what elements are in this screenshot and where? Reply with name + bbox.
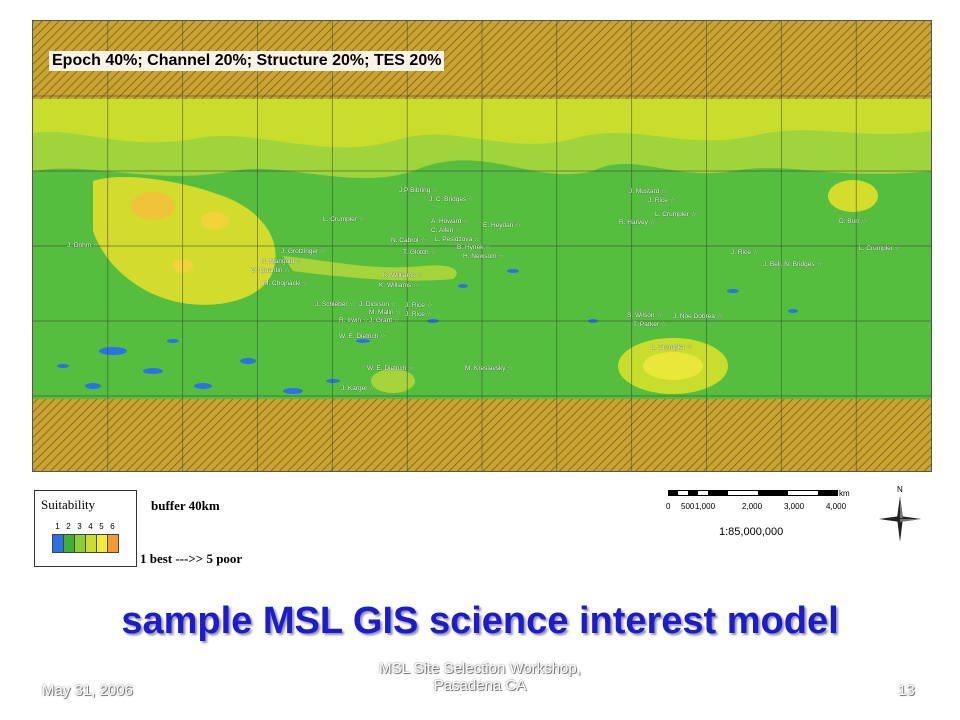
north-arrow-icon: N [879, 485, 921, 542]
site-label: S. Wilson ☆ [627, 312, 663, 319]
site-label: J. Mustard ☆ [629, 188, 667, 195]
site-label: L. Crumpler ☆ [859, 245, 901, 252]
legend-swatch-6 [107, 534, 119, 553]
site-label: T. Parker ☆ [633, 321, 667, 328]
site-label: N. Mangold ☆ [261, 258, 302, 265]
site-label: J. Dohm ☆ [67, 242, 99, 249]
legend-number: 2 [66, 522, 71, 531]
suitability-range-label: 1 best --->> 5 poor [140, 551, 243, 566]
mars-suitability-map: Epoch 40%; Channel 20%; Structure 20%; T… [32, 20, 932, 472]
legend-number: 1 [55, 522, 60, 531]
site-label: M. Malin ☆ [369, 309, 402, 316]
site-label: J.P Bibring ☆ [399, 187, 438, 194]
scale-tick: 500 [681, 502, 695, 511]
footer-page-number: 13 [898, 682, 915, 699]
scale-bar [668, 490, 838, 496]
site-label: N. Cabrol ☆ [391, 237, 427, 244]
footer-event-line-2: Pasadena CA [433, 677, 527, 694]
scale-tick: 3,000 [784, 502, 805, 511]
site-label: K. Williams ☆ [379, 282, 419, 289]
site-label: J. Rice ☆ [648, 197, 676, 204]
scale-unit: km [839, 489, 850, 498]
footer-event: MSL Site Selection Workshop, Pasadena CA [330, 660, 630, 694]
site-label: J. Schieber ☆ [315, 301, 356, 308]
site-label: C. Allen ☆ [431, 227, 462, 234]
site-label: L. Crumpler ☆ [655, 211, 697, 218]
site-label: L. Crumpler ☆ [323, 216, 365, 223]
site-label: J. Rice ☆ [405, 302, 433, 309]
site-label: J. Rice ☆ [405, 311, 433, 318]
site-label: W. E. Dietrich ☆ [367, 365, 415, 372]
site-label: B. Hynek ☆ [457, 244, 492, 251]
site-label: J. Noe Dobrea ☆ [673, 313, 723, 320]
site-label: L. Crumpler ☆ [651, 344, 693, 351]
footer-date: May 31, 2006 [42, 682, 133, 699]
legend-number: 5 [99, 522, 104, 531]
site-label: R. Harvey ☆ [619, 219, 656, 226]
site-label: J. Bell, N. Bridges ☆ [763, 261, 823, 268]
legend-number: 4 [88, 522, 93, 531]
scale-tick: 4,000 [826, 502, 847, 511]
slide-title: sample MSL GIS science interest model [121, 600, 839, 642]
footer-event-line-1: MSL Site Selection Workshop, [379, 660, 581, 677]
legend-number: 6 [110, 522, 115, 531]
site-label: J. Rice ☆ [731, 249, 759, 256]
site-label: J. Grant ☆ [369, 317, 400, 324]
scale-tick: 2,000 [742, 502, 763, 511]
site-label: J. C. Bridges ☆ [429, 196, 474, 203]
site-label: K. Williams ☆ [383, 272, 423, 279]
scale-tick: 0 [666, 502, 671, 511]
site-label: J. Grotzinger ☆ [281, 248, 326, 255]
buffer-label: buffer 40km [151, 498, 220, 513]
site-label: A. Howard ☆ [431, 218, 469, 225]
scale-ratio: 1:85,000,000 [719, 526, 784, 538]
site-label: R. Irwin ☆ [339, 317, 369, 324]
legend-title: Suitability [41, 497, 96, 512]
site-label: J. Kargel ☆ [341, 385, 375, 392]
map-graphic [33, 21, 931, 471]
site-label: M. Chojnacki ☆ [263, 280, 309, 287]
site-label: D. Burr ☆ [839, 218, 868, 225]
legend-number: 3 [77, 522, 82, 531]
site-label: M. Kreslavsky ☆ [465, 365, 514, 372]
map-title: Epoch 40%; Channel 20%; Structure 20%; T… [49, 51, 445, 71]
north-label: N [897, 485, 903, 494]
site-label: E. Heydari ☆ [483, 222, 521, 229]
site-label: H. Newsom ☆ [463, 253, 505, 260]
site-label: G. Quantin ☆ [251, 267, 291, 274]
site-label: T. Glotch ☆ [403, 249, 437, 256]
site-label: J. Dickson ☆ [359, 301, 397, 308]
site-label: L. Pesidzova ☆ [435, 236, 480, 243]
site-label: W. E. Dietrich ☆ [339, 333, 387, 340]
scale-tick: 1,000 [695, 502, 716, 511]
